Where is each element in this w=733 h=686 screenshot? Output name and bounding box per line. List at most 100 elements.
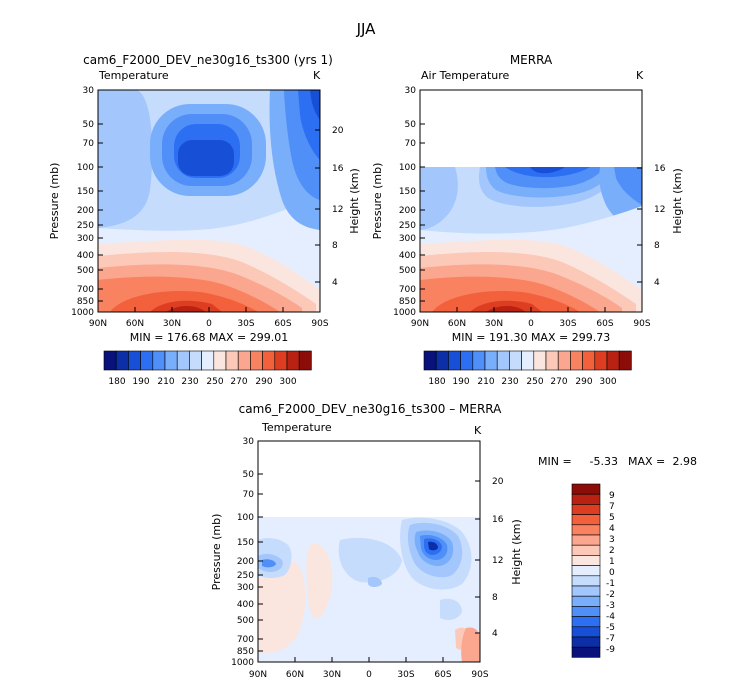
- y-tick-label: 300: [399, 234, 416, 244]
- y2-tick-label: 20: [332, 126, 344, 136]
- x-tick-label: 60N: [448, 319, 466, 329]
- colorbar-swatch: [571, 636, 601, 648]
- y-tick-label: 70: [243, 490, 255, 500]
- colorbar-label: 3: [609, 535, 615, 545]
- x-tick-label: 90S: [471, 670, 488, 680]
- y2-tick-label: 16: [492, 515, 504, 525]
- colorbar-swatch: [472, 350, 486, 371]
- panel-merra-title: MERRA: [510, 53, 553, 67]
- y-tick-label: 700: [77, 285, 94, 295]
- contour-fill: [440, 598, 462, 620]
- y2-tick-label: 8: [332, 241, 338, 251]
- y-tick-label: 100: [237, 513, 254, 523]
- x-tick-label: 60S: [596, 319, 613, 329]
- colorbar-label: 5: [609, 513, 615, 523]
- colorbar-label: 180: [428, 377, 445, 387]
- contour-fill: [178, 140, 234, 176]
- y-tick-label: 1000: [393, 308, 416, 318]
- colorbar-swatch: [496, 350, 510, 371]
- x-tick-label: 60N: [126, 319, 144, 329]
- colorbar-label: 4: [609, 524, 615, 534]
- contour-fill: [98, 90, 153, 228]
- colorbar-label: 270: [550, 377, 567, 387]
- y2-tick-label: 4: [492, 629, 498, 639]
- colorbar-label: 2: [609, 546, 615, 556]
- y2-tick-label: 8: [654, 241, 660, 251]
- panel-merra-plot: [419, 89, 643, 313]
- colorbar-swatch: [571, 555, 601, 566]
- y-tick-label: 850: [237, 647, 254, 657]
- y-tick-label: 250: [237, 571, 254, 581]
- colorbar-label: -1: [606, 579, 615, 589]
- colorbar-swatch: [571, 585, 601, 597]
- colorbar-swatch: [571, 606, 601, 617]
- colorbar-swatch: [115, 350, 129, 371]
- colorbar-swatch: [435, 350, 449, 371]
- panel-difference-variable: Temperature: [261, 421, 332, 434]
- colorbar-label: 290: [255, 377, 272, 387]
- x-ticks: 90N 60N 30N 0 30S 60S 90S: [89, 307, 329, 329]
- colorbar-swatch: [423, 350, 437, 371]
- colorbar-swatch: [571, 534, 601, 546]
- colorbar-swatch: [582, 350, 596, 371]
- panel-difference-units: K: [474, 424, 482, 437]
- colorbar-swatch: [140, 350, 154, 371]
- y2-tick-label: 8: [492, 593, 498, 603]
- y-tick-label: 50: [83, 120, 95, 130]
- y-axis-label: Pressure (mb): [210, 514, 223, 591]
- figure-title: JJA: [356, 20, 377, 38]
- contour-fill: [614, 167, 642, 205]
- colorbar-swatch: [571, 483, 601, 495]
- y-tick-label: 500: [77, 266, 94, 276]
- colorbar-swatch: [571, 544, 601, 556]
- y-ticks: 30 50 70 100 150 200 250 300 400 500 700…: [71, 86, 103, 318]
- contour-fill: [262, 559, 276, 568]
- y-tick-label: 30: [243, 437, 255, 447]
- y-tick-label: 50: [243, 470, 255, 480]
- y-tick-label: 300: [77, 234, 94, 244]
- x-tick-label: 60S: [274, 319, 291, 329]
- colorbar-swatch: [250, 350, 263, 371]
- colorbar-label: -4: [606, 612, 615, 622]
- colorbar-label: -3: [606, 601, 615, 611]
- y-tick-label: 100: [399, 163, 416, 173]
- colorbar-swatches: [571, 483, 601, 658]
- colorbar-label: 210: [157, 377, 174, 387]
- x-tick-label: 60S: [434, 670, 451, 680]
- y-tick-label: 30: [83, 86, 95, 96]
- y-tick-label: 300: [237, 583, 254, 593]
- y-tick-label: 400: [237, 600, 254, 610]
- y2-tick-label: 16: [654, 164, 666, 174]
- x-tick-label: 30S: [559, 319, 576, 329]
- colorbar-swatch: [262, 350, 276, 371]
- colorbar-label: 190: [452, 377, 469, 387]
- contour-fill: [428, 541, 438, 551]
- x-tick-label: 90S: [633, 319, 650, 329]
- contour-fill: [338, 537, 402, 583]
- contour-fill: [258, 561, 306, 653]
- colorbar-label: -7: [606, 634, 615, 644]
- y-tick-label: 70: [405, 139, 417, 149]
- colorbar-label: 1: [609, 557, 615, 567]
- colorbar-swatch: [571, 575, 601, 587]
- stats-max-label: MAX =: [628, 455, 665, 468]
- colorbar-swatch: [545, 350, 559, 371]
- colorbar-swatch: [176, 350, 190, 371]
- y2-tick-label: 16: [332, 164, 344, 174]
- x-tick-label: 90N: [411, 319, 429, 329]
- y-tick-label: 50: [405, 120, 417, 130]
- colorbar-label: 290: [575, 377, 592, 387]
- colorbar-swatches: [423, 350, 632, 371]
- panel-merra: MERRA Air Temperature K 30 50 7: [371, 53, 684, 387]
- stats-max-value: 2.98: [673, 455, 698, 468]
- colorbar-label: 210: [477, 377, 494, 387]
- y-tick-label: 200: [77, 206, 94, 216]
- y-tick-label: 700: [399, 285, 416, 295]
- y2-tick-label: 12: [332, 205, 343, 215]
- colorbar-swatch: [286, 350, 300, 371]
- colorbar-label: 270: [230, 377, 247, 387]
- y2-axis-label: Height (km): [510, 519, 523, 585]
- y-tick-label: 200: [237, 557, 254, 567]
- colorbar-label: 300: [279, 377, 296, 387]
